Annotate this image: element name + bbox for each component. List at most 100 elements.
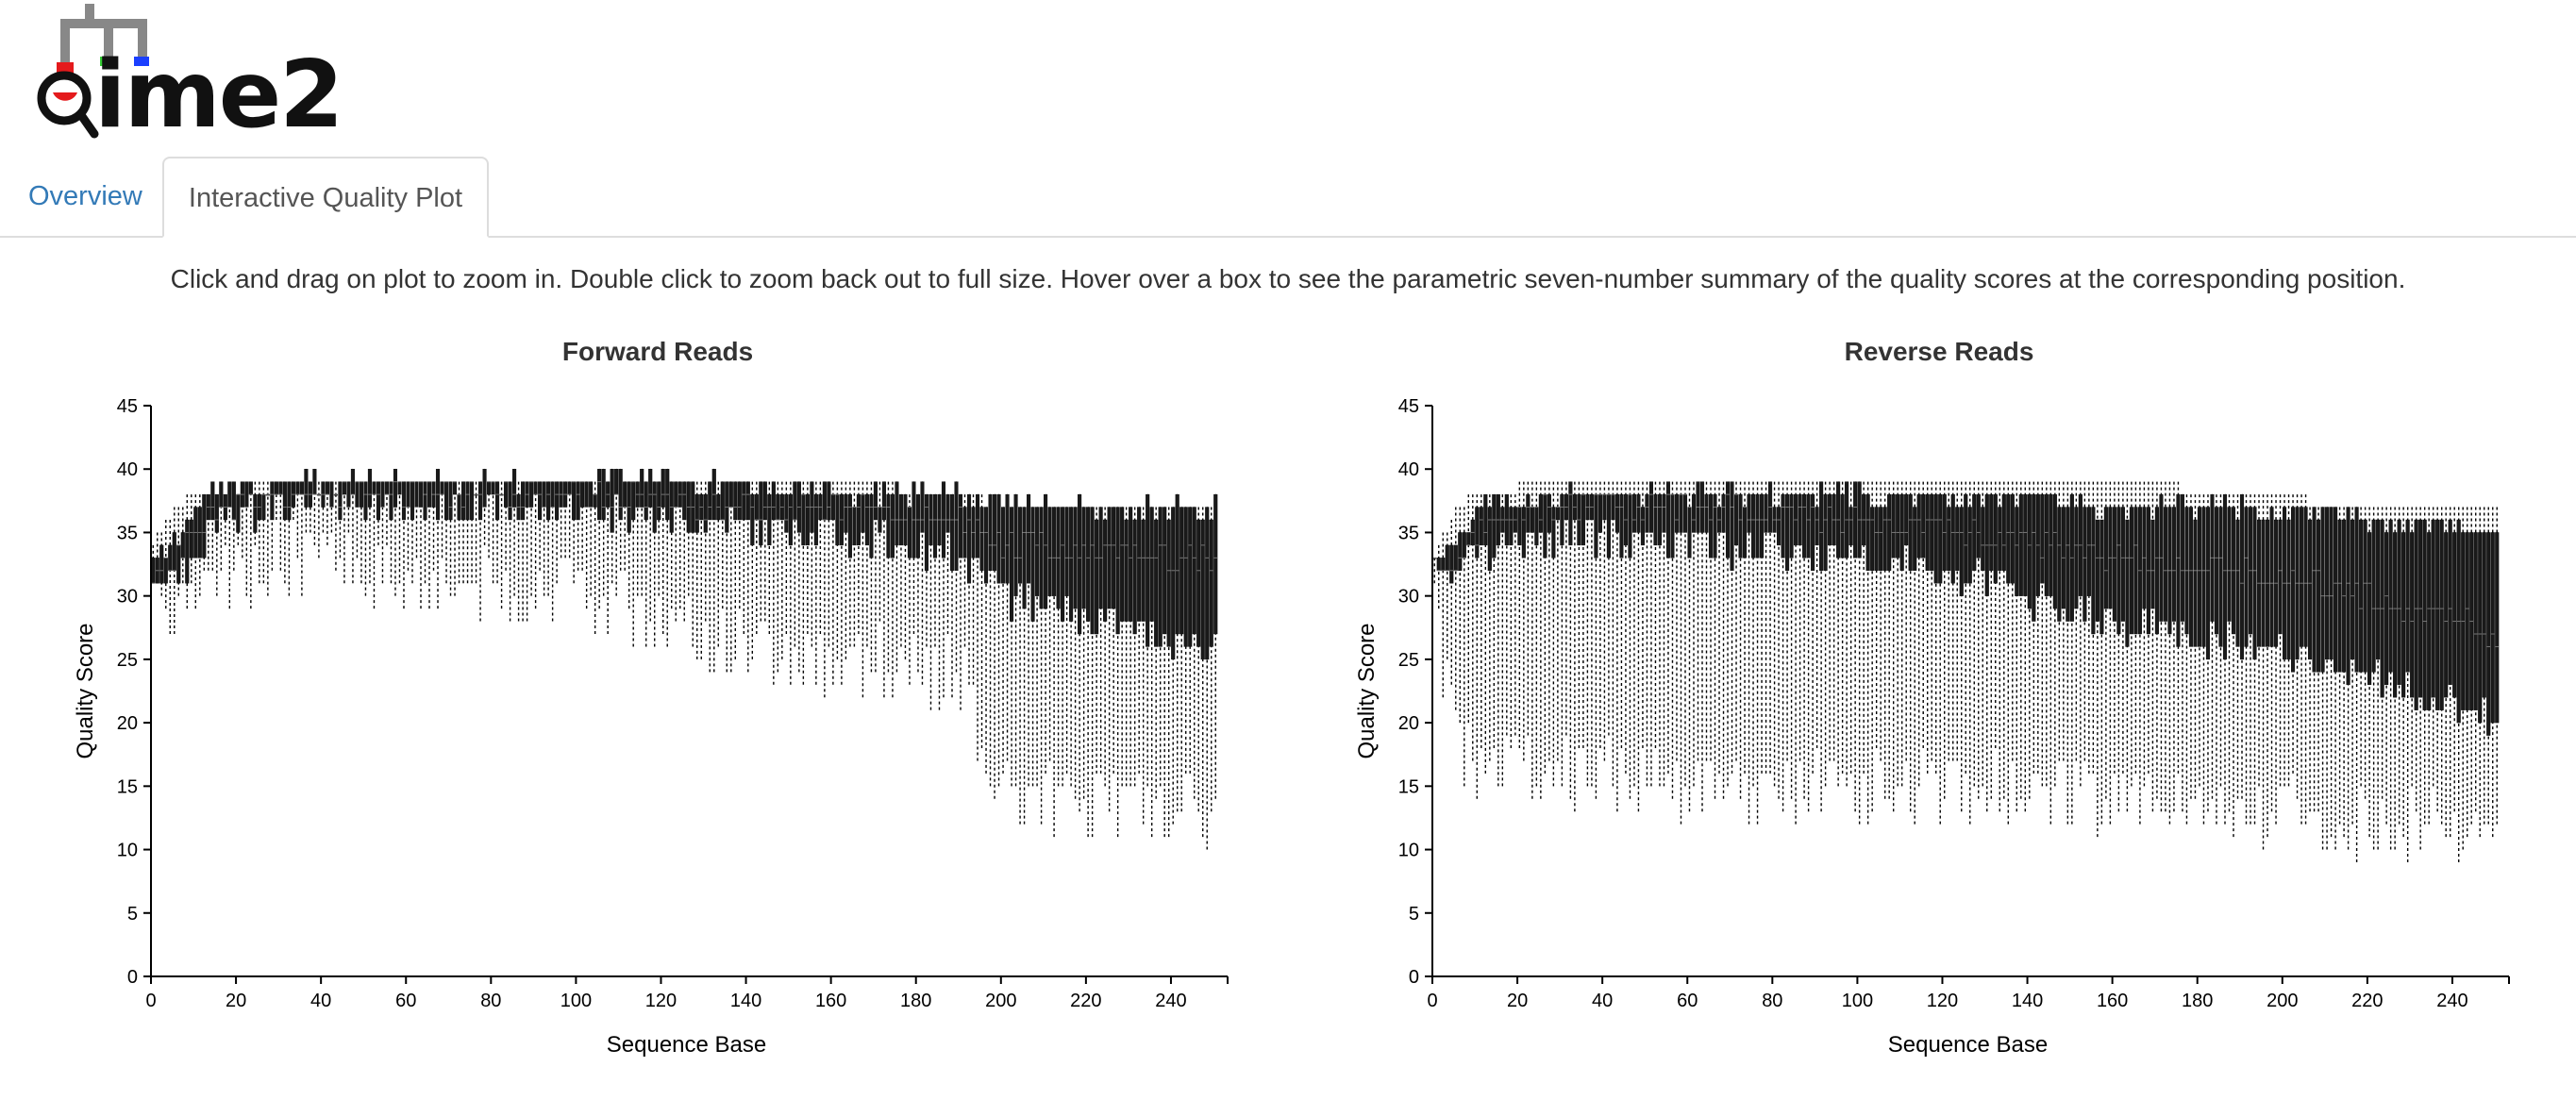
quartile-box — [1112, 507, 1116, 609]
quartile-box — [2337, 519, 2342, 673]
instructions-text: Click and drag on plot to zoom in. Doubl… — [170, 264, 2406, 293]
quartile-box — [457, 493, 461, 521]
quartile-box — [2465, 532, 2469, 710]
quartile-box — [508, 481, 512, 521]
y-tick-label: 5 — [127, 904, 138, 925]
x-tick-label: 140 — [2012, 991, 2043, 1011]
quartile-box — [2427, 532, 2432, 710]
quartile-box — [1882, 507, 1887, 571]
y-tick-label: 0 — [127, 967, 138, 988]
quartile-box — [869, 493, 874, 558]
x-tick-label: 60 — [1677, 991, 1698, 1011]
quartile-box — [924, 493, 929, 571]
quartile-box — [1730, 481, 1734, 571]
quartile-box — [427, 481, 432, 508]
quartile-box — [180, 532, 185, 558]
x-tick-label: 100 — [1842, 991, 1873, 1011]
quartile-box — [801, 493, 806, 546]
quartile-box — [567, 481, 572, 495]
quartile-box — [1132, 519, 1137, 635]
quartile-box — [652, 481, 657, 533]
quartile-box — [954, 481, 959, 571]
y-tick-label: 25 — [1398, 650, 1419, 671]
quartile-box — [1913, 507, 1917, 571]
quartile-box — [1103, 519, 1108, 622]
quartile-box — [886, 493, 891, 558]
quartile-box — [202, 493, 207, 558]
quartile-box — [1602, 493, 1607, 521]
quartile-box — [1674, 493, 1680, 533]
quartile-box — [572, 481, 577, 521]
tab-bar: Overview Interactive Quality Plot — [0, 157, 2576, 238]
x-tick-label: 160 — [815, 991, 846, 1011]
quartile-box — [2218, 507, 2223, 647]
quartile-box — [367, 469, 373, 508]
quartile-box — [189, 519, 193, 558]
quartile-box — [1188, 507, 1193, 647]
quartile-box — [1205, 507, 1210, 660]
quartile-box — [1921, 493, 1926, 558]
x-tick-label: 20 — [1507, 991, 1528, 1011]
y-tick-label: 35 — [1398, 523, 1419, 543]
quartile-box — [1081, 507, 1086, 609]
quartile-box — [1828, 493, 1832, 546]
quartile-box — [618, 469, 623, 521]
tab-overview[interactable]: Overview — [28, 181, 142, 211]
quartile-box — [2308, 519, 2313, 660]
reverse-reads-plot[interactable]: 0 20 40 60 80 100 120 140 160 180 200 220 240 0 5 10 15 2… — [1347, 377, 2517, 1075]
quartile-box — [1039, 507, 1044, 609]
quartile-box — [1967, 507, 1972, 584]
quartile-box — [2405, 519, 2410, 673]
axes: 0 20 40 60 80 100 120 140 160 180 200 220 240 0 5 10 15 2… — [1354, 396, 2510, 1058]
quartile-box — [389, 481, 393, 521]
quartile-box — [2346, 507, 2350, 685]
quartile-box — [996, 493, 1001, 584]
quartile-box — [1047, 507, 1052, 596]
quartile-box — [890, 493, 895, 558]
quartile-box — [2120, 507, 2125, 622]
quartile-box — [1027, 493, 1031, 584]
tab-interactive-quality-plot[interactable]: Interactive Quality Plot — [162, 157, 489, 238]
y-tick-label: 40 — [117, 459, 138, 480]
quartile-box — [342, 481, 346, 495]
quartile-box — [2044, 493, 2049, 596]
quartile-box — [750, 493, 755, 546]
boxplot-series — [1432, 481, 2500, 862]
quartile-box — [1022, 507, 1027, 609]
quartile-box — [542, 481, 546, 508]
quartile-box — [788, 493, 793, 546]
quartile-box — [2188, 507, 2194, 647]
quartile-box — [491, 481, 495, 495]
quartile-box — [822, 481, 827, 521]
quartile-box — [1492, 493, 1497, 558]
quartile-box — [1436, 558, 1441, 571]
quartile-box — [988, 493, 993, 571]
quartile-box — [1521, 507, 1526, 558]
quartile-box — [2384, 532, 2389, 685]
quartile-box — [674, 481, 678, 508]
quartile-box — [1018, 507, 1023, 584]
quartile-box — [1874, 507, 1879, 571]
quartile-box — [504, 481, 509, 508]
quartile-box — [227, 481, 232, 508]
quartile-box — [521, 481, 526, 521]
quartile-box — [1733, 493, 1739, 546]
quartile-box — [1777, 507, 1781, 546]
quartile-box — [1721, 493, 1726, 533]
quartile-box — [1989, 493, 1994, 571]
quartile-box — [363, 481, 368, 521]
quartile-box — [856, 493, 861, 546]
quartile-box — [2371, 519, 2376, 673]
quartile-box — [861, 493, 865, 533]
x-tick-label: 60 — [395, 991, 416, 1011]
quartile-box — [2278, 519, 2283, 635]
quartile-box — [1751, 493, 1756, 558]
quartile-box — [2401, 532, 2406, 698]
quartile-box — [1209, 519, 1213, 647]
forward-reads-plot[interactable]: 0 20 40 60 80 100 120 140 160 180 200 220 240 0 5 10 15 2… — [66, 377, 1236, 1075]
quartile-box — [2018, 493, 2023, 596]
quartile-box — [762, 481, 767, 521]
quartile-box — [2367, 532, 2372, 685]
quartile-box — [338, 481, 343, 521]
quartile-box — [2439, 519, 2444, 710]
